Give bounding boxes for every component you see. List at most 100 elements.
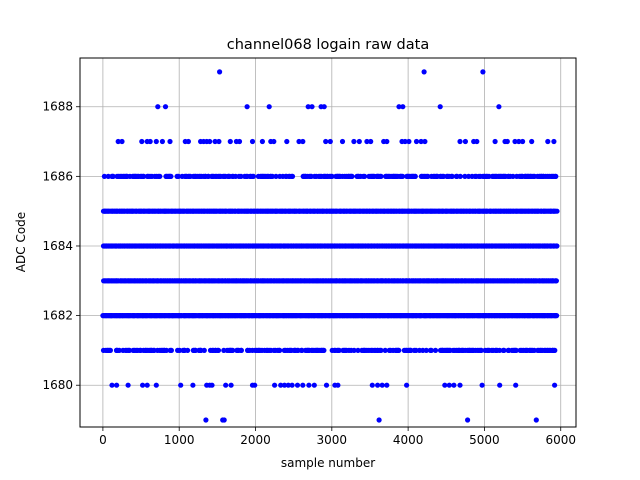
data-point xyxy=(125,382,131,388)
x-axis-label: sample number xyxy=(281,456,375,470)
data-point xyxy=(269,173,275,179)
data-point xyxy=(421,69,427,75)
data-point xyxy=(190,382,196,388)
data-point xyxy=(364,138,370,145)
data-point xyxy=(323,138,329,145)
data-point xyxy=(554,313,560,319)
axis-ticks: 0 1000 2000 3000 4000 5000 6000 1680 1682 1684 168… xyxy=(42,100,576,447)
y-tick-label: 1680 xyxy=(42,378,73,392)
data-point xyxy=(311,382,317,388)
data-point xyxy=(153,138,159,145)
data-point xyxy=(289,173,296,179)
data-point xyxy=(425,173,431,179)
data-point xyxy=(451,382,457,388)
x-tick-label: 6000 xyxy=(545,433,576,447)
data-point xyxy=(109,382,115,388)
data-point xyxy=(321,347,327,353)
data-point xyxy=(250,173,256,179)
data-point xyxy=(329,173,335,179)
data-point xyxy=(412,173,418,179)
data-point xyxy=(272,382,278,388)
data-point xyxy=(423,347,429,353)
data-point xyxy=(305,104,311,110)
data-point xyxy=(159,138,165,145)
data-point xyxy=(351,347,357,353)
data-point xyxy=(474,138,480,145)
data-point xyxy=(212,138,218,145)
data-point xyxy=(516,138,522,145)
data-point xyxy=(168,173,174,179)
data-point xyxy=(504,138,510,145)
data-point xyxy=(296,138,302,145)
data-point xyxy=(266,104,272,110)
data-point xyxy=(446,382,452,388)
data-point xyxy=(281,382,288,388)
data-point xyxy=(406,138,412,145)
y-tick-label: 1684 xyxy=(42,239,73,253)
data-point xyxy=(379,382,385,388)
data-point xyxy=(126,347,133,353)
data-point xyxy=(321,104,327,110)
y-tick-label: 1688 xyxy=(42,100,73,114)
data-point xyxy=(155,104,161,110)
data-point xyxy=(140,382,146,388)
data-point xyxy=(478,347,484,353)
data-point xyxy=(497,347,503,353)
data-point xyxy=(551,138,557,145)
data-point xyxy=(271,138,277,145)
data-point xyxy=(465,417,471,423)
data-point xyxy=(209,382,215,388)
data-point xyxy=(375,382,381,388)
data-point xyxy=(215,347,222,353)
data-point xyxy=(107,347,113,353)
data-point xyxy=(336,347,342,353)
data-point xyxy=(501,347,507,353)
data-point xyxy=(244,104,250,110)
data-point xyxy=(400,173,406,179)
data-point xyxy=(289,382,295,388)
y-axis-label: ADC Code xyxy=(14,212,28,272)
x-tick-label: 0 xyxy=(99,433,107,447)
data-point xyxy=(513,382,519,388)
x-tick-label: 5000 xyxy=(469,433,500,447)
data-point xyxy=(335,382,341,388)
data-point xyxy=(252,382,258,388)
data-point xyxy=(497,382,503,388)
x-tick-label: 3000 xyxy=(317,433,348,447)
data-point xyxy=(510,173,516,179)
data-point xyxy=(384,138,390,145)
data-point xyxy=(167,138,173,145)
data-point xyxy=(238,347,244,353)
data-point xyxy=(227,138,233,145)
data-point xyxy=(520,138,526,145)
data-point xyxy=(309,104,315,110)
data-point xyxy=(496,104,502,110)
data-point xyxy=(105,173,111,179)
data-point xyxy=(278,382,284,388)
data-point xyxy=(277,347,283,353)
data-point xyxy=(163,347,169,353)
data-points xyxy=(100,69,560,423)
data-point xyxy=(157,173,163,179)
plot-frame xyxy=(79,57,577,428)
data-point xyxy=(552,382,558,388)
y-tick-label: 1682 xyxy=(42,309,73,323)
data-point xyxy=(382,347,388,353)
data-point xyxy=(147,138,153,145)
data-point xyxy=(402,138,408,145)
data-point xyxy=(362,173,368,179)
data-point xyxy=(110,173,116,179)
data-point xyxy=(437,104,443,110)
data-point xyxy=(462,173,468,179)
data-point xyxy=(413,138,420,145)
data-point xyxy=(339,138,346,145)
data-point xyxy=(115,138,121,145)
data-point xyxy=(285,382,291,388)
data-point xyxy=(384,382,390,388)
data-point xyxy=(512,138,518,145)
data-point xyxy=(119,138,125,145)
data-point xyxy=(323,382,330,388)
data-point xyxy=(378,173,384,179)
